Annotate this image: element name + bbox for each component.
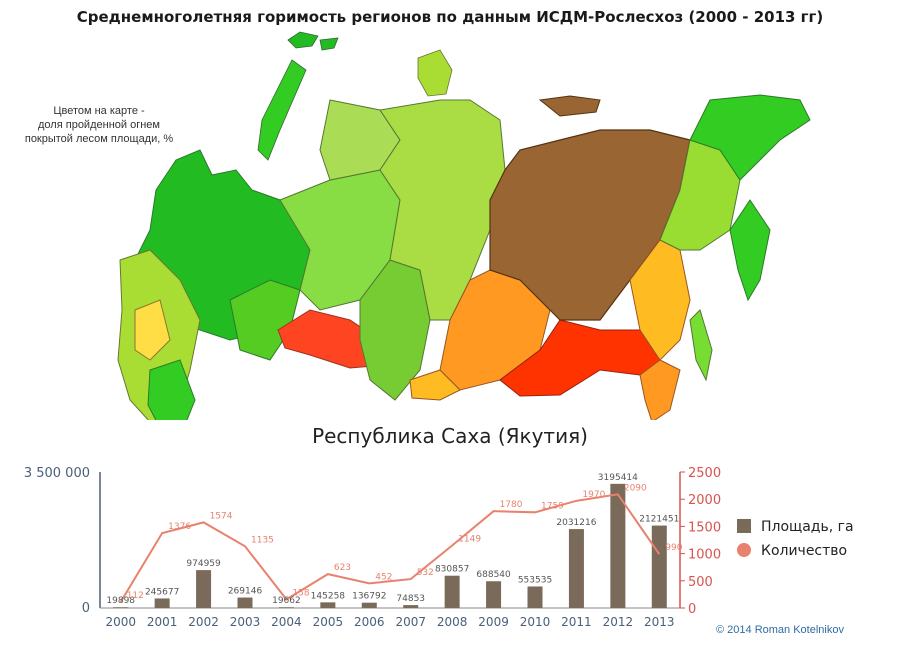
map-region-central-yellow: [134, 299, 171, 361]
bar-2003: [237, 597, 253, 608]
bar-2001: [154, 598, 170, 608]
bar-2008: [444, 575, 460, 608]
line-value-label: 1574: [210, 511, 233, 521]
line-value-label: 990: [665, 543, 682, 553]
line-value-label: 1376: [168, 522, 191, 532]
x-axis-tick-label: 2009: [478, 615, 509, 629]
legend-line-label: Количество: [761, 543, 847, 559]
page-title: Среднемноголетняя горимость регионов по …: [76, 8, 824, 26]
bar-value-label: 553535: [518, 575, 552, 585]
x-axis-tick-label: 2011: [561, 615, 592, 629]
line-value-label: 1970: [582, 490, 605, 500]
map-region-tuva: [409, 369, 461, 401]
line-value-label: 158: [292, 588, 309, 598]
line-value-label: 2090: [624, 483, 647, 493]
chart-legend: Площадь, га Количество: [737, 519, 854, 559]
line-count-series: [119, 493, 661, 603]
bar-value-label: 245677: [145, 587, 179, 597]
bar-value-label: 19898: [106, 596, 135, 606]
bar-2011: [568, 529, 584, 608]
line-value-label: 532: [417, 568, 434, 578]
bar-2006: [361, 602, 377, 608]
map-island-novaya-zemlya-2: [257, 59, 307, 161]
copyright-note: © 2014 Roman Kotelnikov: [716, 624, 844, 636]
map-island-franz-josef: [319, 37, 339, 51]
bar-value-label: 145258: [311, 591, 346, 601]
line-value-label: 452: [375, 572, 392, 582]
x-axis-tick-label: 2008: [437, 615, 468, 629]
right-axis-tick-label: 500: [688, 575, 713, 590]
map-region-sakhalin: [689, 309, 713, 382]
bar-2013: [651, 525, 667, 608]
map-region-north-brown: [538, 95, 601, 117]
line-value-label: 1135: [251, 535, 274, 545]
map-region-primorye: [639, 359, 681, 420]
chart-line: [119, 493, 661, 603]
line-value-label: 623: [334, 563, 351, 573]
map-region-kamchatka: [729, 199, 771, 302]
chart-subtitle: Республика Саха (Якутия): [312, 424, 588, 448]
bar-value-label: 2121451: [639, 515, 679, 525]
right-axis-tick-label: 2500: [688, 466, 721, 481]
bar-2005: [320, 602, 336, 608]
bar-value-label: 2031216: [556, 518, 596, 528]
bar-value-label: 974959: [186, 559, 221, 569]
x-axis-tick-label: 2004: [271, 615, 302, 629]
line-value-label: 1780: [500, 500, 523, 510]
right-axis-tick-label: 2000: [688, 493, 721, 508]
x-axis-tick-label: 2003: [230, 615, 261, 629]
bar-2010: [527, 586, 543, 608]
right-axis-tick-label: 0: [688, 602, 696, 617]
line-value-label: 112: [127, 591, 144, 601]
bar-2000: [113, 607, 129, 609]
line-value-label: 1759: [541, 501, 564, 511]
russia-fire-map: [117, 31, 811, 420]
x-axis-tick-label: 2010: [520, 615, 551, 629]
map-legend-note: Цветом на карте - доля пройденной огнем …: [14, 104, 184, 146]
map-legend-note-line-2: доля пройденной огнем: [38, 119, 160, 131]
x-axis-tick-label: 2001: [147, 615, 178, 629]
x-axis-tick-label: 2007: [395, 615, 426, 629]
legend-bar-swatch: [737, 519, 751, 533]
bar-value-label: 19662: [272, 596, 301, 606]
line-value-label: 1149: [458, 534, 481, 544]
right-axis-tick-label: 1000: [688, 548, 721, 563]
x-axis-tick-label: 2013: [644, 615, 675, 629]
x-axis-tick-label: 2012: [603, 615, 634, 629]
bar-2009: [486, 581, 502, 608]
chart-labels: 19898 245677 974959 269146 19662 145258 136792…: [106, 473, 682, 606]
bar-value-label: 830857: [435, 565, 469, 575]
legend-bar-label: Площадь, га: [761, 519, 854, 535]
bar-value-label: 136792: [352, 592, 386, 602]
bar-value-label: 269146: [228, 587, 263, 597]
map-island-taymyr: [417, 49, 453, 97]
map-island-novaya-zemlya: [287, 31, 319, 49]
map-legend-note-line-1: Цветом на карте -: [53, 105, 145, 117]
map-legend-note-line-3: покрытой лесом площади, %: [24, 133, 174, 145]
bar-2012: [610, 483, 626, 608]
chart-axes: 0 3 500 000 0 500 1000 1500 2000 2500 2000 2001 20…: [24, 466, 721, 629]
left-axis-tick-label: 0: [82, 601, 90, 616]
bar-2002: [196, 570, 212, 608]
bar-value-label: 3195414: [598, 473, 638, 483]
map-region-caucasus: [147, 359, 196, 420]
chart-bars: [113, 483, 667, 609]
bar-2007: [403, 605, 419, 608]
bar-2004: [278, 607, 294, 609]
x-axis-tick-label: 2006: [354, 615, 385, 629]
legend-line-swatch: [737, 543, 751, 557]
x-axis-tick-label: 2000: [105, 615, 136, 629]
x-axis-tick-label: 2005: [313, 615, 344, 629]
bar-value-label: 688540: [476, 570, 511, 580]
left-axis-tick-label: 3 500 000: [24, 466, 90, 481]
map-region-chukotka: [689, 94, 811, 181]
right-axis-tick-label: 1500: [688, 520, 721, 535]
bar-value-label: 74853: [396, 594, 425, 604]
x-axis-tick-label: 2002: [188, 615, 219, 629]
